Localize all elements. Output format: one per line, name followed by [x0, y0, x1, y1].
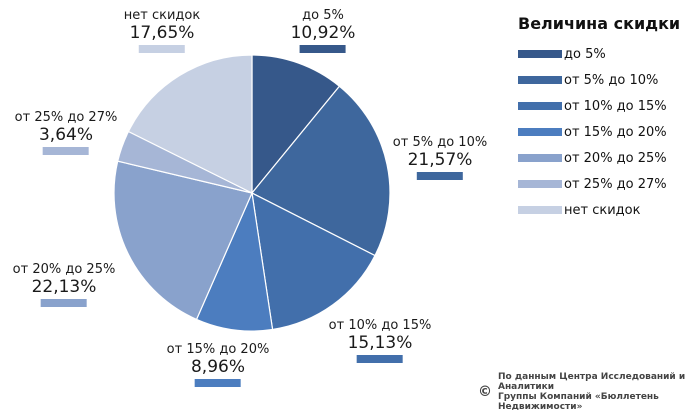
data-label: от 5% до 10% 21,57%: [393, 135, 487, 180]
legend-swatch: [518, 50, 562, 58]
legend-swatch: [518, 206, 562, 214]
data-label-category: от 5% до 10%: [392, 135, 488, 150]
legend-label: от 25% до 27%: [564, 176, 667, 192]
legend-item: от 10% до 15%: [518, 93, 680, 119]
data-label-swatch: [195, 379, 241, 387]
data-label: нет скидок 17,65%: [124, 8, 200, 53]
legend-label: до 5%: [564, 46, 606, 62]
legend-swatch: [518, 102, 562, 110]
legend-label: от 10% до 15%: [564, 98, 667, 114]
legend-swatch: [518, 180, 562, 188]
source-note: © По данным Центра Исследований и Аналит…: [478, 372, 700, 410]
legend-title: Величина скидки: [518, 14, 681, 33]
data-label-swatch: [357, 355, 403, 363]
legend-label: от 15% до 20%: [564, 124, 667, 140]
legend-item: от 5% до 10%: [518, 67, 680, 93]
legend-item: от 20% до 25%: [518, 145, 680, 171]
data-label-swatch: [299, 45, 346, 53]
data-label-category: от 15% до 20%: [166, 342, 270, 357]
data-label-value: 22,13%: [31, 277, 97, 297]
legend-label: от 5% до 10%: [564, 72, 659, 88]
legend-label: от 20% до 25%: [564, 150, 667, 166]
data-label: от 20% до 25% 22,13%: [12, 262, 116, 307]
data-label-swatch: [416, 172, 463, 180]
source-line-2: Группы Компаний «Бюллетень Недвижимости»: [498, 392, 659, 410]
data-label-swatch: [41, 299, 87, 307]
data-label-category: до 5%: [302, 8, 344, 23]
source-line-1: По данным Центра Исследований и Аналитик…: [498, 372, 686, 392]
pie-slice: [113, 160, 253, 321]
data-label-swatch: [138, 45, 185, 53]
copyright-icon: ©: [478, 384, 492, 400]
legend-swatch: [518, 76, 562, 84]
pie-slice: [127, 54, 253, 194]
legend-item: от 15% до 20%: [518, 119, 680, 145]
data-label-category: от 10% до 15%: [328, 318, 432, 333]
pie-slice: [251, 191, 376, 331]
legend-item: нет скидок: [518, 197, 680, 223]
legend-swatch: [518, 154, 562, 162]
data-label-category: нет скидок: [123, 8, 201, 23]
data-label: от 25% до 27% 3,64%: [14, 110, 118, 155]
legend: Величина скидки до 5% от 5% до 10% от 10…: [518, 14, 680, 223]
data-label-swatch: [43, 147, 89, 155]
data-label-value: 21,57%: [407, 150, 473, 170]
legend-item: от 25% до 27%: [518, 171, 680, 197]
legend-swatch: [518, 128, 562, 136]
data-label-value: 8,96%: [190, 357, 245, 377]
data-label-value: 3,64%: [38, 125, 93, 145]
data-label-value: 10,92%: [290, 23, 356, 43]
pie-slice: [251, 54, 341, 195]
data-label: от 10% до 15% 15,13%: [328, 318, 432, 363]
legend-label: нет скидок: [564, 202, 641, 218]
data-label-category: от 25% до 27%: [14, 110, 118, 125]
legend-item: до 5%: [518, 41, 680, 67]
data-label-value: 15,13%: [347, 333, 413, 353]
data-label: до 5% 10,92%: [290, 8, 356, 53]
data-label-value: 17,65%: [129, 23, 195, 43]
pie-slice: [251, 85, 391, 257]
data-label: от 15% до 20% 8,96%: [166, 342, 270, 387]
data-label-category: от 20% до 25%: [12, 262, 116, 277]
